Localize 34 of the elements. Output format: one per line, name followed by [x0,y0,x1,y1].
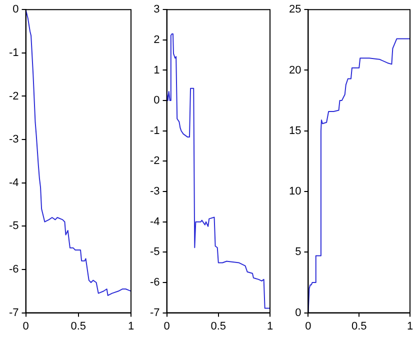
x-tick-label: 0.5 [351,320,367,332]
y-tick-label: -7 [9,306,19,319]
y-tick-label: 10 [288,186,302,198]
x-tick-label: 0.5 [210,320,226,332]
y-tick-label: 15 [288,124,302,137]
y-tick-label: 25 [288,4,302,16]
x-tick-label: 0.5 [70,320,86,332]
x-tick-label: 0 [164,320,170,332]
y-tick-label: -1 [9,46,19,59]
y-tick-label: -1 [150,124,160,137]
y-tick-label: -4 [9,176,19,189]
y-tick-label: -7 [150,306,160,319]
y-tick-label: 2 [154,34,160,46]
y-tick-label: -6 [150,276,160,289]
x-tick-label: 1 [266,320,274,332]
x-tick-label: 1 [406,320,414,332]
y-tick-label: -5 [9,220,19,232]
x-tick-label: 0 [22,320,29,332]
y-tick-label: -5 [150,246,160,258]
y-tick-label: 3 [154,4,160,16]
y-tick-label: 1 [154,64,160,76]
y-tick-label: -2 [9,90,19,102]
x-tick-label: 1 [128,320,134,332]
y-tick-label: -3 [150,186,160,198]
y-tick-label: 20 [288,64,302,76]
y-tick-label: -4 [150,216,160,228]
y-tick-label: 0 [12,4,19,16]
y-tick-label: 0 [154,94,160,107]
y-tick-label: -6 [9,264,19,276]
y-tick-label: 0 [295,306,302,319]
y-tick-label: 5 [295,246,302,258]
y-tick-label: -2 [150,155,160,168]
y-tick-label: -3 [9,134,19,146]
x-tick-label: 0 [305,320,312,332]
